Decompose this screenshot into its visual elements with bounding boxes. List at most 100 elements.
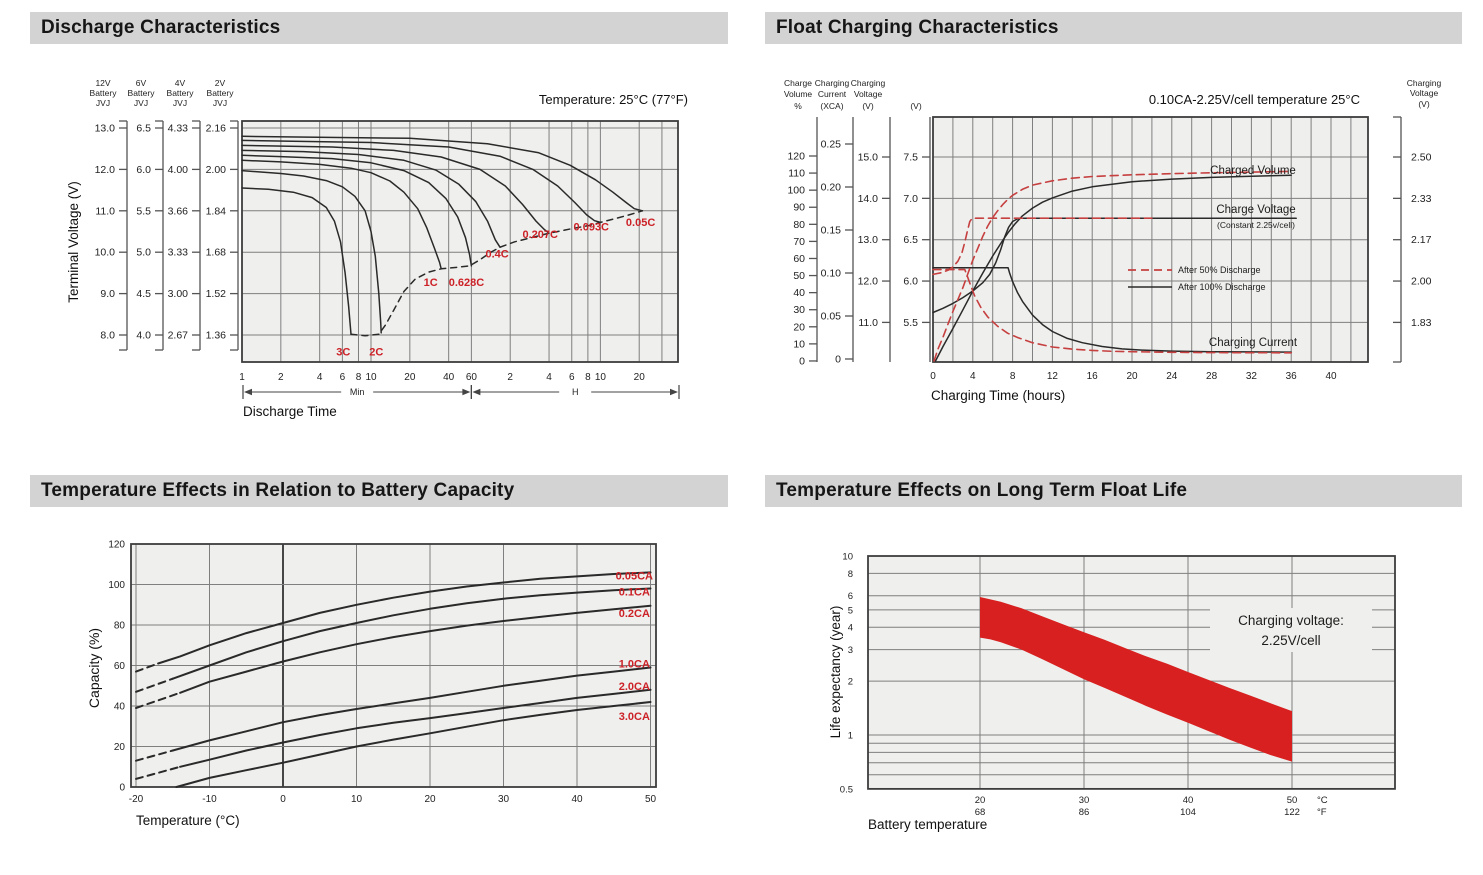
x-tick-label: 10 (595, 372, 607, 383)
scale-header: % (794, 101, 802, 111)
x-unit-label: °F (1317, 807, 1327, 818)
curve-0.1CA (171, 587, 652, 680)
axis-tick-label: 60 (793, 253, 805, 265)
x-tick-label: 32 (1246, 371, 1258, 382)
x-axis-title: Charging Time (hours) (931, 388, 1065, 403)
y-axis-title: Terminal Voltage (V) (66, 181, 81, 303)
curve-0.093C (241, 139, 602, 224)
section-title-float-life: Temperature Effects on Long Term Float L… (765, 475, 1462, 507)
curve-2.0CA-extrapolated (135, 765, 182, 780)
x-tick-label: 2 (278, 372, 284, 383)
series-label: 1.0CA (619, 658, 650, 670)
series-label: 0.1CA (619, 587, 650, 599)
curve-0.628C (241, 154, 473, 267)
scale-header: Battery (128, 88, 156, 98)
x-tick-label: 50 (1287, 795, 1298, 806)
scale-header: 12V (95, 78, 110, 88)
series-label: 0.2CA (619, 608, 650, 620)
curve-1C (241, 159, 442, 270)
x-tick-label: 4 (546, 372, 552, 383)
y-tick-label: 8 (848, 569, 853, 580)
axis-tick-label: 30 (793, 304, 805, 316)
axis-tick-label: 8.0 (100, 330, 115, 342)
y-tick-label: 0 (119, 783, 125, 794)
axis-tick-label: 5.5 (136, 205, 151, 217)
plot-label: (Constant 2.25v/cell) (1217, 220, 1295, 230)
plot-label: Charging Current (1209, 337, 1298, 349)
scale-header: Charging (1407, 78, 1442, 88)
y-tick-label: 120 (108, 540, 125, 551)
axis-tick-label: 6.5 (136, 123, 151, 135)
scale-header: JVJ (134, 98, 148, 108)
y-tick-label: 20 (114, 742, 126, 753)
scale-header: (V) (1418, 99, 1430, 109)
axis-tick-label: 6.0 (903, 276, 918, 288)
series-label: 2.0CA (619, 681, 650, 693)
axis-tick-label: 0 (835, 354, 841, 366)
scale-header: JVJ (173, 98, 187, 108)
scale-header: (XCA) (820, 101, 843, 111)
series-label: 0.05C (626, 217, 655, 229)
x-axis-title: Temperature (°C) (136, 813, 240, 828)
axis-tick-label: 3.33 (168, 247, 189, 259)
x-tick-label: 104 (1180, 807, 1196, 818)
axis-tick-label: 4.5 (136, 288, 151, 300)
x-tick-label: 10 (365, 372, 377, 383)
curve-0.2CA (179, 604, 652, 694)
x-tick-label: 40 (1183, 795, 1194, 806)
axis-tick-label: 90 (793, 202, 805, 214)
y-tick-label: 10 (842, 552, 853, 563)
x-tick-label: 36 (1286, 371, 1298, 382)
axis-tick-label: 2.67 (168, 330, 189, 342)
x-tick-label: 24 (1166, 371, 1178, 382)
scale-header: Current (818, 89, 847, 99)
axis-tick-label: 4.33 (168, 123, 189, 135)
curve-0.4C (241, 149, 501, 248)
annotation-box (1210, 608, 1372, 652)
section-title-discharge: Discharge Characteristics (30, 12, 728, 44)
float-charging-chart: Charged Volume Charge Voltage (Constant 2.… (784, 78, 1442, 403)
series-label: 0.207C (522, 229, 558, 241)
y-tick-label: 2 (848, 677, 853, 688)
curve-0.05C (241, 135, 644, 212)
y-tick-label: 60 (114, 661, 126, 672)
axis-tick-label: 0.15 (821, 225, 842, 237)
x-tick-label: 30 (498, 794, 510, 805)
curve-1.0CA (171, 666, 652, 752)
scale-header: JVJ (96, 98, 110, 108)
axis-tick-label: 7.0 (903, 193, 918, 205)
axis-tick-label: 1.36 (206, 330, 227, 342)
series-label: 2C (369, 347, 383, 359)
axis-tick-label: 0.10 (821, 268, 842, 280)
scale-header: Voltage (1410, 88, 1439, 98)
range-label: H (572, 387, 579, 397)
y-tick-label: 100 (108, 580, 125, 591)
plot-label: Charged Volume (1210, 165, 1296, 177)
axis-tick-label: 0.05 (821, 311, 842, 323)
scale-header: Volume (784, 89, 813, 99)
axis-tick-label: 0.20 (821, 182, 842, 194)
float-life-chart: Charging voltage:2.25V/cell1086543210.52… (828, 552, 1396, 832)
axis-tick-label: 0 (799, 355, 805, 367)
axis-tick-label: 20 (793, 321, 805, 333)
x-tick-label: -10 (202, 794, 217, 805)
x-tick-label: 4 (317, 372, 323, 383)
curve-charging-current-100 (932, 267, 1292, 353)
curve-charged-volume-100 (934, 174, 1292, 362)
x-axis-title: Battery temperature (868, 817, 987, 832)
scale-header: Battery (207, 88, 235, 98)
y-tick-label: 0.5 (840, 784, 853, 795)
x-tick-label: 20 (424, 794, 436, 805)
x-unit-label: °C (1317, 795, 1328, 806)
axis-tick-label: 1.83 (1411, 317, 1432, 329)
axis-tick-label: 1.84 (206, 205, 227, 217)
series-label: 0.628C (449, 277, 485, 289)
chart-note: 0.10CA-2.25V/cell temperature 25°C (1149, 92, 1360, 107)
y-tick-label: 40 (114, 702, 126, 713)
x-tick-label: 68 (975, 807, 986, 818)
annotation-text: Charging voltage: (1238, 613, 1344, 628)
axis-tick-label: 40 (793, 287, 805, 299)
curve-1.0CA-extrapolated (135, 749, 174, 762)
scale-header: Battery (167, 88, 195, 98)
x-tick-label: 30 (1079, 795, 1090, 806)
